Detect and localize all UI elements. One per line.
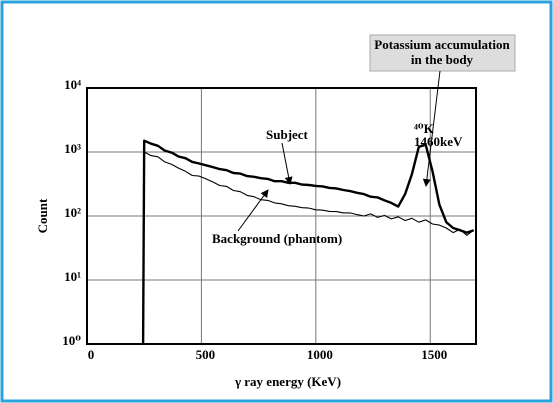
annotation-box	[369, 34, 516, 72]
series-line	[141, 139, 475, 345]
x-tick-label: 0	[88, 347, 95, 362]
y-tick-label: 10⁴	[64, 77, 81, 92]
y-axis-label: Count	[35, 198, 50, 233]
x-axis-label: γ ray energy (KeV)	[234, 374, 341, 389]
series-label: Background (phantom)	[212, 231, 342, 246]
x-tick-label: 500	[196, 347, 216, 362]
arrow	[281, 142, 293, 185]
annotation: 1460keV	[414, 134, 463, 149]
y-tick-label: 10¹	[64, 269, 81, 284]
plot-frame	[86, 87, 477, 345]
x-tick-label: 1000	[307, 347, 333, 362]
y-tick-label: 10⁰	[62, 333, 81, 348]
annotation: Potassium accumulation	[374, 37, 510, 52]
arrow	[237, 189, 269, 232]
series-line	[142, 151, 475, 345]
series-label: Subject	[266, 127, 309, 142]
arrow	[422, 70, 441, 187]
annotation: ⁴⁰K	[414, 121, 435, 136]
x-tick-label: 1500	[421, 347, 447, 362]
y-tick-label: 10²	[64, 205, 81, 220]
y-tick-label: 10³	[64, 141, 81, 156]
annotation: in the body	[411, 52, 474, 67]
